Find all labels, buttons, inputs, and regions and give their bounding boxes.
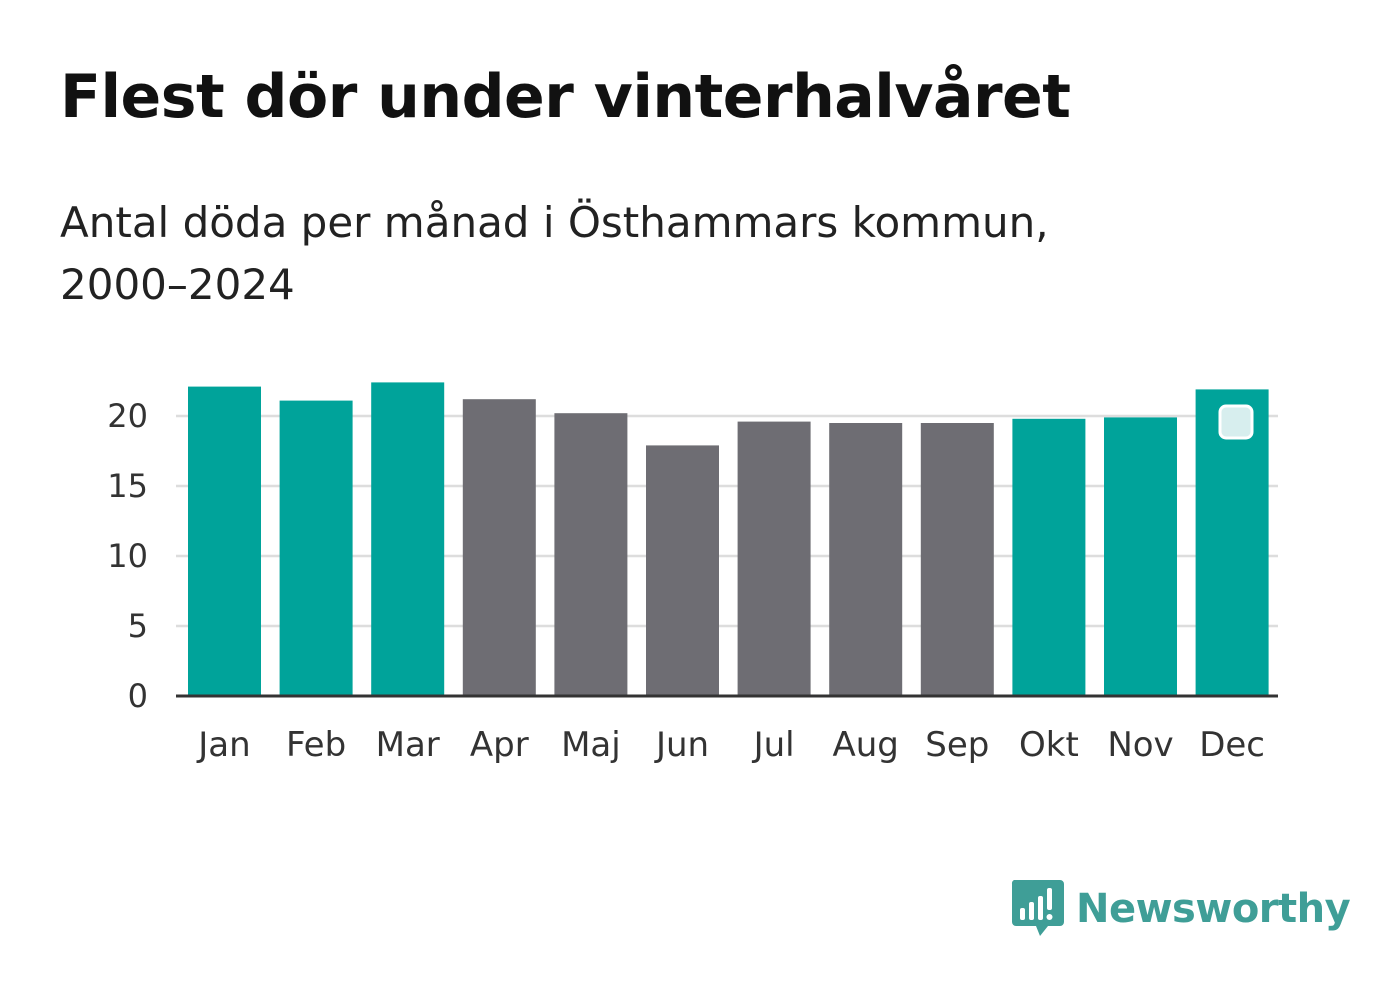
bar-sep[interactable] [920,423,994,696]
chart-title: Flest dör under vinterhalvåret [60,62,1071,132]
bar-mar[interactable] [371,382,445,696]
highlight-square-icon [1218,404,1254,440]
bar-feb[interactable] [279,400,353,696]
bar-okt[interactable] [1012,418,1086,696]
y-tick-label-10: 10 [107,537,148,575]
chart-subtitle: Antal döda per månad i Östhammars kommun… [60,198,1049,309]
bar-dec[interactable] [1195,389,1269,696]
x-tick-label-maj: Maj [561,725,621,765]
x-tick-label-dec: Dec [1199,725,1265,765]
x-tick-label-feb: Feb [286,725,346,765]
x-tick-label-apr: Apr [470,725,529,765]
gridlines [176,414,1278,628]
newsworthy-logo: Newsworthy [1010,878,1351,940]
y-tick-label-0: 0 [128,677,148,715]
bar-jan[interactable] [188,386,261,696]
y-tick-label-20: 20 [107,397,148,435]
x-axis-labels: Jan Feb Mar Apr Maj Jun Jul Aug Sep Okt Nov Dec [196,725,1265,765]
bar-apr[interactable] [462,399,536,696]
x-tick-label-aug: Aug [833,725,899,765]
x-tick-label-mar: Mar [376,725,440,765]
x-tick-label-jul: Jul [752,725,795,765]
bar-maj[interactable] [554,413,628,696]
bar-nov[interactable] [1104,417,1177,696]
x-tick-label-nov: Nov [1107,725,1173,765]
x-tick-label-jun: Jun [654,725,709,765]
bar-aug[interactable] [829,423,903,696]
y-tick-label-15: 15 [107,467,148,505]
x-tick-label-sep: Sep [925,725,989,765]
x-tick-label-okt: Okt [1019,725,1079,765]
y-tick-label-5: 5 [128,607,148,645]
bar-jun[interactable] [646,445,719,696]
bars [188,382,1269,696]
x-tick-label-jan: Jan [196,725,250,765]
bar-jul[interactable] [737,421,811,696]
bar-chart-speech-bubble-icon [1011,880,1064,936]
logo-text: Newsworthy [1076,886,1351,932]
y-axis-ticks: 0 5 10 15 20 [107,397,148,715]
